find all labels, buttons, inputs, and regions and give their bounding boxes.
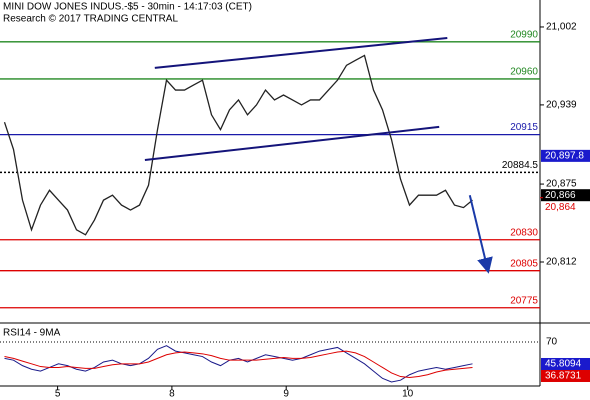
trendline xyxy=(144,125,440,161)
y-tick-label: 20,812 xyxy=(546,257,577,268)
x-tick-label: 5 xyxy=(55,389,61,400)
y-tick-label: 20,939 xyxy=(546,100,577,111)
rsi-line xyxy=(4,345,473,383)
trendline xyxy=(154,36,448,69)
price-line xyxy=(3,54,473,236)
level-label: 20915 xyxy=(510,122,538,133)
rsi-title: RSI14 - 9MA xyxy=(3,328,61,339)
x-tick-label: 8 xyxy=(169,389,175,400)
level-label: 20960 xyxy=(510,67,538,78)
level-label: 20775 xyxy=(510,295,538,306)
rsi-tag-box xyxy=(541,357,590,370)
projection-arrow xyxy=(468,194,493,274)
price-tag-box xyxy=(541,189,590,202)
chart-subtitle: Research © 2017 TRADING CENTRAL xyxy=(3,14,178,25)
chart-title: MINI DOW JONES INDUS.-$5 - 30min - 14:17… xyxy=(3,2,252,13)
x-tick-label: 9 xyxy=(283,389,289,400)
x-tick-label: 10 xyxy=(402,389,414,400)
level-label: 20884.5 xyxy=(502,160,539,171)
level-label: 20805 xyxy=(510,258,538,269)
price-tag-label: 20,866 xyxy=(545,190,576,201)
rsi-tag-box xyxy=(541,369,590,382)
y-tick-label: 20,875 xyxy=(546,179,577,190)
rsi-line xyxy=(4,350,473,378)
rsi-tick-label: 70 xyxy=(546,337,558,348)
price-tag-label: 20,897.8 xyxy=(545,151,584,162)
rsi-tag-label: 45.8094 xyxy=(545,359,582,370)
y-tick-label: 21,002 xyxy=(546,22,577,33)
level-label: 20830 xyxy=(510,227,538,238)
price-tag-label: 20,864 xyxy=(545,202,576,213)
price-tag-box xyxy=(541,149,590,162)
rsi-tag-label: 36.8731 xyxy=(545,371,582,382)
level-label: 20990 xyxy=(510,29,538,40)
